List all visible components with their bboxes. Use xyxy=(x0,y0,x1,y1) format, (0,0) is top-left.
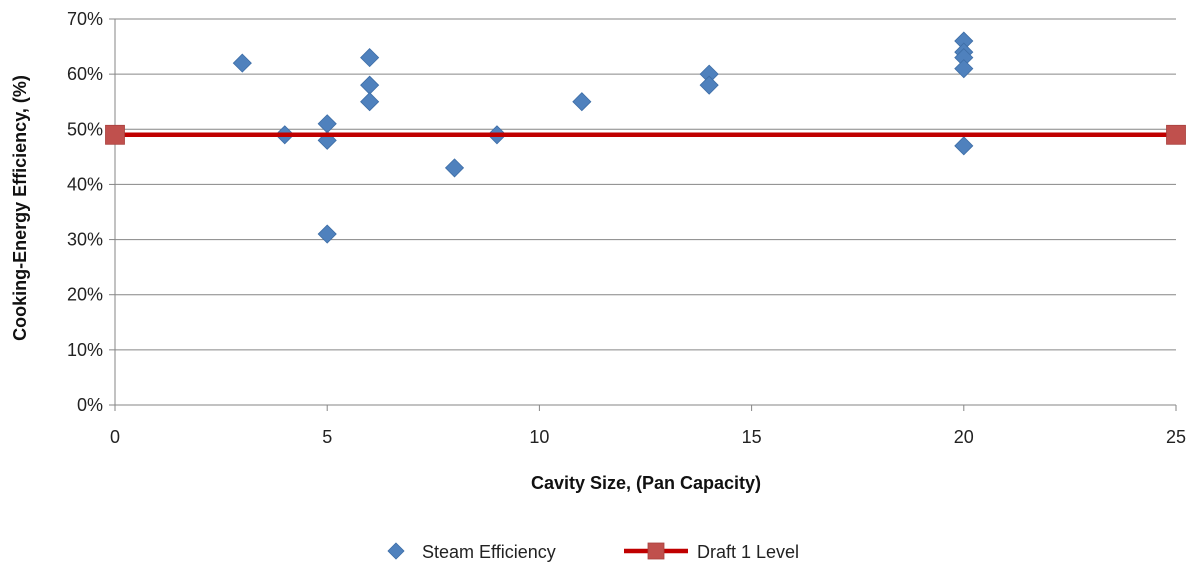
draft-1-level-marker xyxy=(1166,124,1186,145)
legend-draft-1-level-label: Draft 1 Level xyxy=(697,542,799,562)
axes xyxy=(109,18,1177,411)
steam-efficiency-point xyxy=(360,75,380,95)
y-tick-labels: 0% 10% 20% 30% 40% 50% 60% 70% xyxy=(67,9,103,415)
steam-efficiency-point xyxy=(317,114,337,134)
steam-efficiency-point xyxy=(699,75,719,95)
legend-steam-efficiency-label: Steam Efficiency xyxy=(422,542,556,562)
steam-efficiency-point xyxy=(317,130,337,150)
steam-efficiency-point xyxy=(360,92,380,112)
x-tick-labels: 0 5 10 15 20 25 xyxy=(110,427,1186,447)
legend-steam-efficiency-marker xyxy=(387,542,405,560)
y-tick-label: 40% xyxy=(67,174,103,194)
steam-efficiency-point xyxy=(954,136,974,156)
draft-1-level-marker xyxy=(105,124,125,145)
data-series xyxy=(105,31,1186,244)
y-tick-label: 20% xyxy=(67,285,103,305)
x-tick-label: 5 xyxy=(322,427,332,447)
y-tick-label: 0% xyxy=(77,395,103,415)
y-tick-label: 10% xyxy=(67,340,103,360)
legend-draft-1-level-marker xyxy=(647,542,665,560)
y-axis-title: Cooking-Energy Efficiency, (%) xyxy=(10,75,30,341)
x-tick-label: 0 xyxy=(110,427,120,447)
x-tick-label: 10 xyxy=(529,427,549,447)
steam-efficiency-point xyxy=(360,48,380,68)
y-tick-label: 60% xyxy=(67,64,103,84)
y-tick-label: 50% xyxy=(67,119,103,139)
legend: Steam Efficiency Draft 1 Level xyxy=(387,542,799,562)
gridlines xyxy=(115,18,1176,406)
y-tick-label: 30% xyxy=(67,230,103,250)
x-tick-label: 20 xyxy=(954,427,974,447)
steam-efficiency-point xyxy=(317,224,337,244)
steam-efficiency-point xyxy=(232,53,252,73)
steam-efficiency-point xyxy=(572,92,592,112)
steam-efficiency-point xyxy=(444,158,465,178)
steam-efficiency-point xyxy=(954,59,974,79)
y-tick-label: 70% xyxy=(67,9,103,29)
x-tick-label: 25 xyxy=(1166,427,1186,447)
x-tick-label: 15 xyxy=(742,427,762,447)
x-axis-title: Cavity Size, (Pan Capacity) xyxy=(531,473,761,493)
